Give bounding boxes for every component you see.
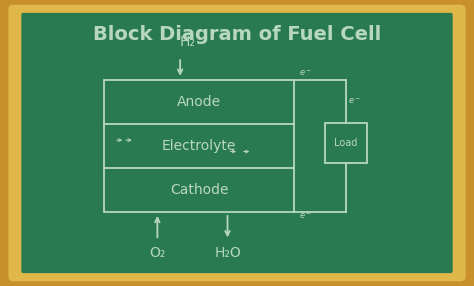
FancyBboxPatch shape — [9, 6, 465, 280]
Text: $e^-$: $e^-$ — [348, 97, 361, 106]
Bar — [325, 123, 367, 163]
Text: Electrolyte: Electrolyte — [162, 139, 236, 153]
Text: $e^-$: $e^-$ — [299, 68, 311, 78]
Text: H₂O: H₂O — [214, 246, 241, 260]
Text: Block Diagram of Fuel Cell: Block Diagram of Fuel Cell — [93, 25, 381, 44]
Text: Anode: Anode — [177, 95, 221, 109]
Text: H₂: H₂ — [179, 35, 195, 49]
Text: Cathode: Cathode — [170, 183, 228, 197]
Text: Load: Load — [334, 138, 358, 148]
FancyBboxPatch shape — [21, 13, 453, 273]
Text: O₂: O₂ — [149, 246, 165, 260]
Bar — [104, 80, 294, 212]
Text: $e^-$: $e^-$ — [299, 211, 311, 221]
